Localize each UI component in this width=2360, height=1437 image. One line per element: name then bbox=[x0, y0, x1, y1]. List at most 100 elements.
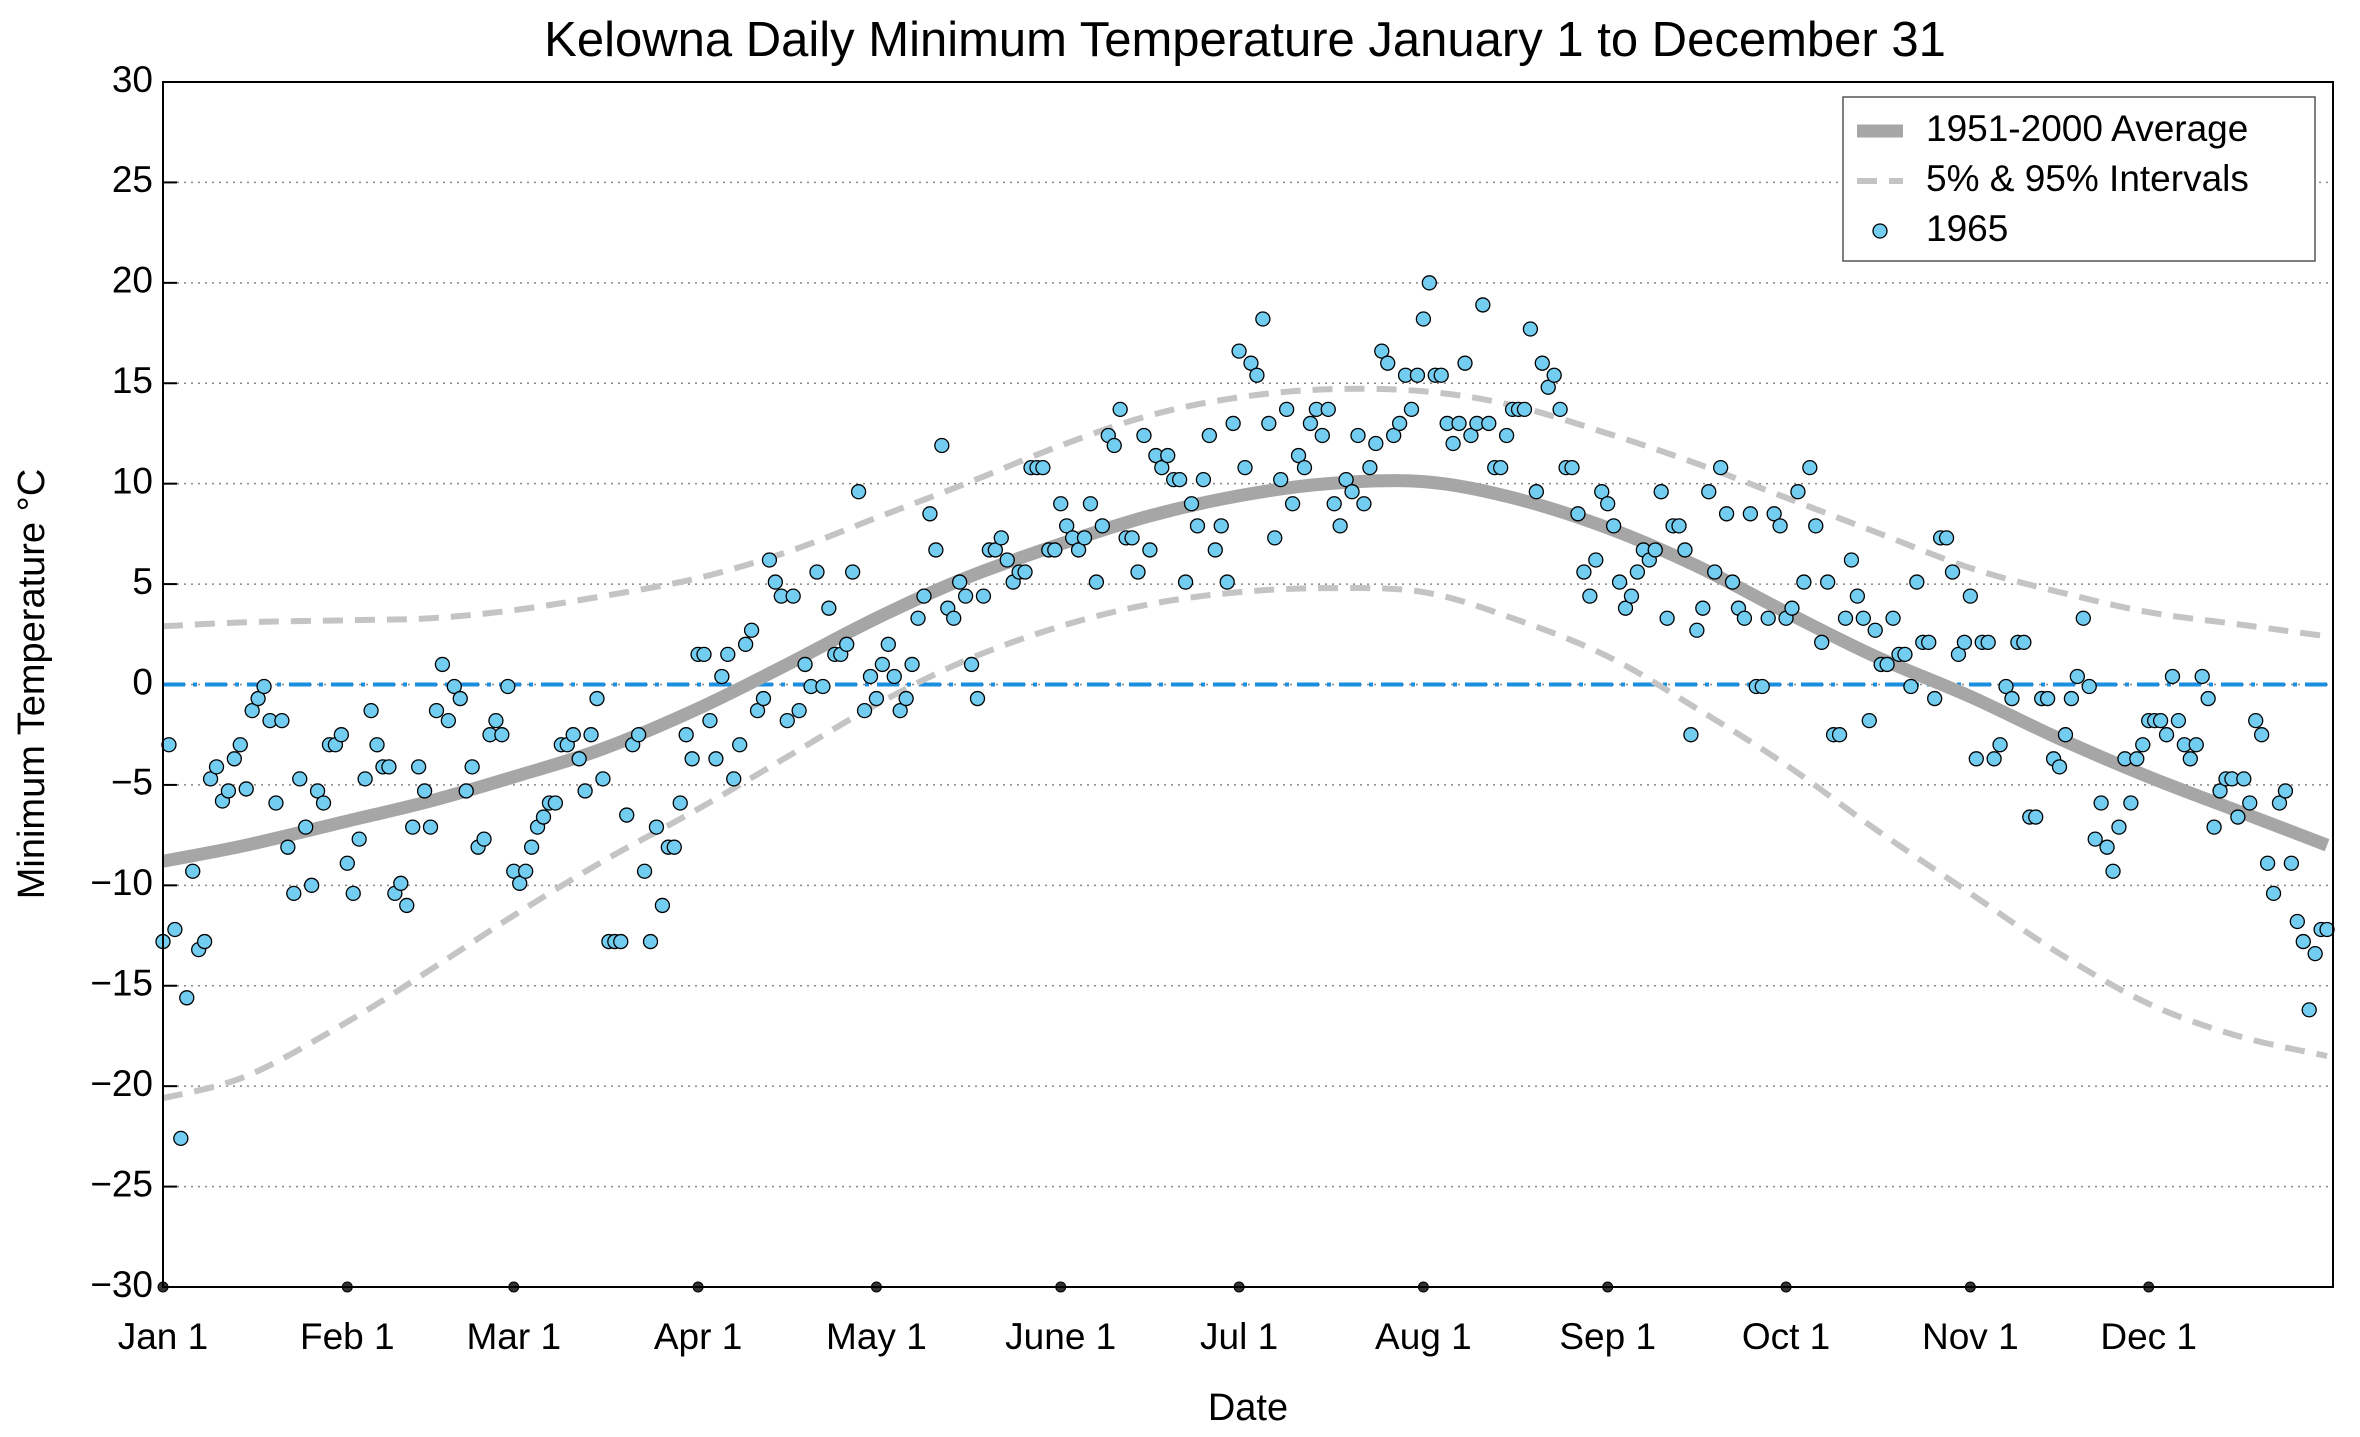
data-point bbox=[494, 727, 510, 743]
data-point bbox=[2158, 727, 2175, 743]
data-point bbox=[1415, 311, 1432, 327]
chart-title: Kelowna Daily Minimum Temperature Januar… bbox=[544, 13, 1946, 67]
data-point bbox=[179, 990, 195, 1006]
data-point bbox=[1837, 610, 1854, 626]
y-tick-label: −5 bbox=[111, 762, 153, 803]
data-point bbox=[1154, 459, 1170, 476]
data-point bbox=[1409, 367, 1426, 383]
data-point bbox=[720, 646, 736, 663]
data-point bbox=[726, 771, 742, 787]
data-point bbox=[2123, 795, 2139, 811]
data-point bbox=[1564, 459, 1580, 476]
data-point bbox=[791, 702, 807, 719]
data-point bbox=[1909, 574, 1925, 590]
data-point bbox=[2039, 690, 2056, 707]
data-point bbox=[1213, 518, 1229, 534]
data-point bbox=[1273, 471, 1289, 488]
data-point bbox=[678, 727, 694, 743]
data-point bbox=[535, 809, 552, 825]
data-point bbox=[1290, 447, 1307, 464]
x-tick-label: Sep 1 bbox=[1559, 1316, 1656, 1357]
data-point bbox=[868, 690, 885, 707]
y-tick-label: 20 bbox=[112, 260, 153, 301]
data-point bbox=[755, 690, 772, 707]
data-point bbox=[399, 897, 415, 914]
data-point bbox=[946, 610, 962, 626]
data-point bbox=[1861, 713, 1877, 729]
data-point bbox=[1516, 401, 1533, 418]
data-point bbox=[167, 921, 183, 938]
data-point bbox=[1124, 530, 1140, 546]
x-tick-label: Dec 1 bbox=[2100, 1316, 2197, 1357]
data-point bbox=[993, 530, 1009, 546]
data-point bbox=[440, 713, 457, 729]
data-point bbox=[1820, 574, 1836, 590]
data-point bbox=[1849, 588, 1866, 604]
y-tick-label: 25 bbox=[112, 159, 153, 200]
data-point bbox=[999, 552, 1015, 568]
data-point bbox=[1944, 564, 1961, 580]
x-tick-label: Aug 1 bbox=[1375, 1316, 1472, 1357]
data-point bbox=[1659, 610, 1675, 626]
data-point bbox=[1968, 751, 1984, 767]
data-point bbox=[1582, 588, 1598, 604]
data-point bbox=[1475, 297, 1491, 313]
data-point bbox=[512, 875, 528, 891]
data-point bbox=[1605, 518, 1622, 534]
data-point bbox=[2170, 713, 2187, 729]
data-point bbox=[934, 437, 950, 454]
data-point bbox=[1528, 484, 1544, 500]
data-point bbox=[416, 783, 433, 799]
data-point bbox=[1552, 401, 1568, 418]
data-point bbox=[1885, 610, 1901, 626]
data-point bbox=[636, 863, 653, 879]
data-point bbox=[2164, 668, 2181, 685]
data-point bbox=[1201, 427, 1218, 444]
data-point bbox=[1249, 367, 1265, 383]
data-point bbox=[1522, 321, 1539, 337]
data-point bbox=[280, 839, 296, 855]
data-point bbox=[1879, 656, 1895, 673]
data-point bbox=[708, 751, 724, 767]
data-point bbox=[1998, 678, 2014, 695]
data-point bbox=[422, 819, 439, 835]
data-point bbox=[1629, 564, 1646, 580]
x-tick-label: Mar 1 bbox=[466, 1316, 561, 1357]
data-point bbox=[1035, 459, 1051, 476]
data-point bbox=[1314, 427, 1330, 444]
data-point bbox=[1207, 542, 1223, 558]
data-point bbox=[1076, 530, 1093, 546]
data-point bbox=[2075, 610, 2091, 626]
data-point bbox=[1356, 496, 1372, 512]
data-point bbox=[880, 636, 896, 652]
data-point bbox=[2307, 945, 2323, 962]
data-point bbox=[1617, 600, 1634, 616]
data-point bbox=[1088, 574, 1105, 590]
data-point bbox=[583, 727, 599, 743]
y-tick-label: −25 bbox=[90, 1163, 153, 1204]
data-point bbox=[2105, 863, 2121, 879]
y-axis-label: Minimum Temperature °C bbox=[11, 469, 53, 900]
data-point bbox=[2319, 921, 2335, 938]
data-point bbox=[1326, 496, 1342, 512]
data-point bbox=[963, 656, 980, 673]
data-point bbox=[1831, 727, 1848, 743]
data-point bbox=[928, 542, 944, 558]
data-point bbox=[1986, 751, 2002, 767]
data-point bbox=[571, 751, 587, 767]
y-tick-label: −10 bbox=[90, 862, 153, 903]
data-point bbox=[1498, 427, 1515, 444]
data-point bbox=[952, 574, 968, 590]
data-point bbox=[1189, 518, 1206, 534]
data-point bbox=[1754, 678, 1770, 695]
data-point bbox=[2063, 690, 2080, 707]
data-point bbox=[381, 759, 397, 775]
data-point bbox=[1766, 506, 1782, 522]
data-point bbox=[518, 863, 534, 879]
y-tick-label: 0 bbox=[132, 661, 153, 702]
data-point bbox=[434, 656, 451, 673]
data-point bbox=[1903, 678, 1919, 695]
data-point bbox=[1047, 542, 1063, 558]
data-point bbox=[2182, 751, 2198, 767]
